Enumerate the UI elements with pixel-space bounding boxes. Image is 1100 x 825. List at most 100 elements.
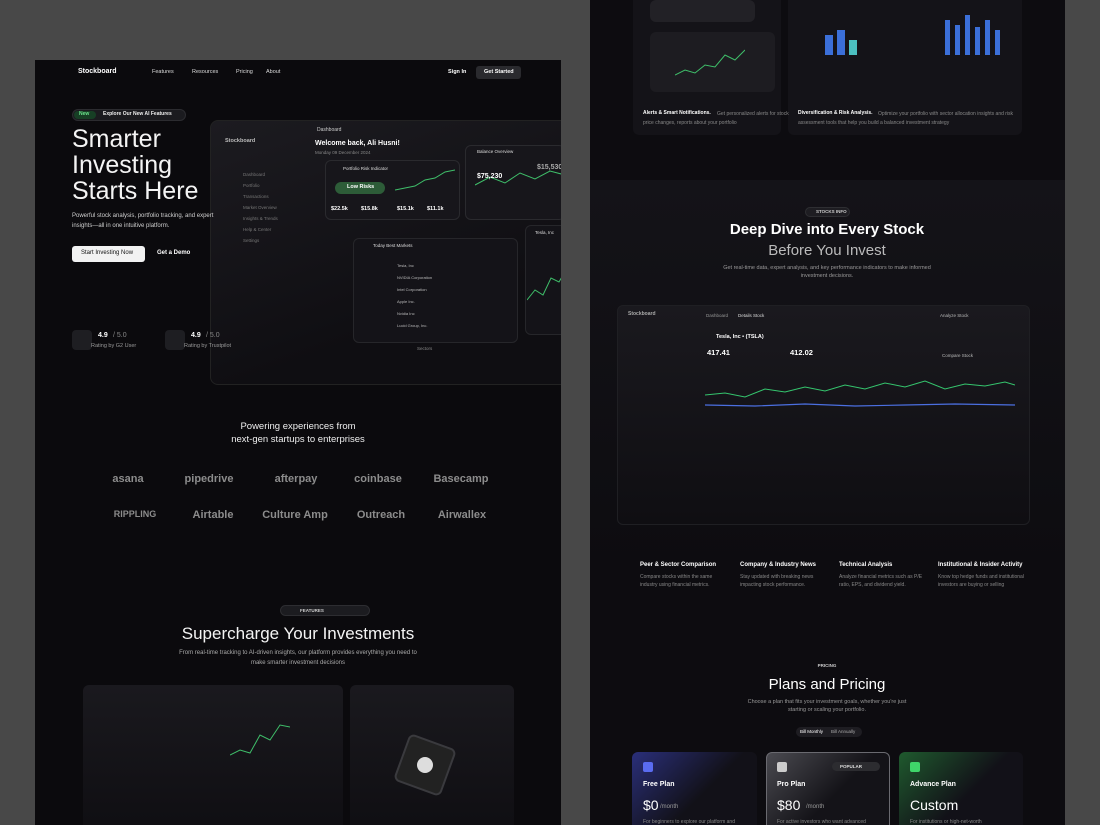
nav-link: Resources [192, 69, 219, 75]
dash-menu-item: Transactions [243, 194, 269, 199]
pricing-description: Choose a plan that fits your investment … [747, 699, 907, 713]
stocks-subtitle: Before You Invest [768, 242, 886, 259]
partners-heading: Powering experiences from [240, 421, 356, 432]
free-icon [643, 762, 653, 772]
risk-value: $22.5k [331, 206, 348, 212]
stocks-badge [805, 207, 850, 217]
market-name: Tesla, Inc [397, 263, 414, 268]
nav-link: Features [152, 69, 174, 75]
stock-feature-text: Compare stocks within the same industry … [640, 574, 713, 588]
hero-title: Investing [72, 151, 173, 179]
landing-right: Alerts & Smart Notifications. Get persona… [590, 0, 1065, 825]
risk-title: Portfolio Risk Indicator [343, 166, 389, 171]
compare-button: Compare Stock [942, 353, 974, 358]
risk-value: $15.8k [361, 206, 378, 212]
sector-bars [825, 15, 1000, 55]
side-sparkline [527, 277, 561, 301]
dash-menu-item: Insights & Trends [243, 216, 278, 221]
cta-label: Get Started [484, 69, 514, 75]
market-name: Apple Inc. [397, 299, 415, 304]
stock-lines [705, 380, 1015, 407]
stock-feature-title: Institutional & Insider Activity [938, 562, 1023, 568]
balance-value: $75,230 [477, 173, 503, 180]
balance-title: Balance Overview [477, 149, 514, 154]
rating-score: 4.9 [191, 332, 201, 339]
stock-feature-title: Company & Industry News [740, 562, 817, 568]
mock-brand: Stockboard [628, 311, 656, 317]
rating-source: Rating by G2 User [91, 343, 137, 349]
mock-price: 412.02 [790, 348, 813, 357]
dash-page: Dashboard [317, 127, 342, 133]
badge-tag: New [79, 111, 90, 117]
dash-greeting: Welcome back, Ali Husni! [315, 140, 400, 147]
card-sparkline [230, 724, 290, 756]
features-description: From real-time tracking to AI-driven ins… [179, 650, 417, 666]
nav-link: About [266, 69, 281, 75]
risk-level: Low Risks [347, 184, 375, 190]
partner-logo: Airtable [192, 509, 234, 521]
sign-in: Sign In [448, 69, 467, 75]
stock-feature-title: Peer & Sector Comparison [640, 562, 717, 568]
pro-icon [777, 762, 787, 772]
pricing-title: Plans and Pricing [768, 676, 886, 693]
stocks-description: Get real-time data, expert analysis, and… [723, 265, 931, 279]
partner-logo: Basecamp [433, 473, 489, 485]
chip-knob [417, 757, 433, 773]
balance-value: $15,530 [537, 164, 561, 171]
plan-tag: POPULAR [840, 764, 863, 769]
dash-menu-item: Portfolio [243, 183, 260, 188]
plan-name: Advance Plan [910, 781, 956, 788]
plan-text: For institutions or high-net-worth [910, 819, 982, 825]
hero-description: Powerful stock analysis, portfolio track… [72, 213, 214, 229]
primary-button[interactable] [72, 246, 145, 262]
risk-sparkline [395, 169, 455, 191]
trustpilot-icon [165, 330, 185, 350]
dash-menu-item: Market Overview [243, 205, 277, 210]
partner-logo: coinbase [354, 473, 402, 485]
market-name: Lucid Group, Inc. [397, 323, 428, 328]
landing-left: Stockboard Features Resources Pricing About S… [35, 60, 561, 825]
toggle-option: Bill Annually [831, 729, 856, 734]
risk-value: $11.1k [427, 206, 444, 212]
partner-logo: afterpay [274, 473, 318, 485]
partners-heading: next-gen startups to enterprises [231, 434, 365, 445]
logo: Stockboard [78, 68, 117, 75]
sectors-title: Sectors [417, 346, 433, 351]
badge[interactable] [72, 109, 186, 121]
stocks-title: Deep Dive into Every Stock [729, 221, 925, 238]
alert-chart-card [650, 32, 775, 92]
badge-text: Explore Our New AI Features [103, 111, 172, 117]
features-badge-label: FEATURES [300, 608, 324, 613]
primary-button-label: Start Investing Now [81, 250, 134, 256]
plan-period: /month [660, 804, 679, 810]
nav-link: Pricing [236, 69, 253, 75]
mock-price: 417.41 [707, 348, 730, 357]
stocks-badge-label: STOCKS INFO [816, 209, 847, 214]
rating-scale: / 5.0 [206, 332, 220, 339]
stock-feature-text: Analyze financial metrics such as P/E ra… [839, 574, 923, 588]
dash-menu-item: Settings [243, 238, 260, 243]
analyze-button: Analyze Stock [940, 313, 969, 318]
feature-card-text: Get personalized alerts for stock price … [643, 111, 789, 126]
advance-icon [910, 762, 920, 772]
partner-logo: RIPPLING [113, 509, 157, 519]
toggle-option: Bill Monthly [800, 729, 824, 734]
plan-price: $0 [643, 797, 659, 813]
hero-title: Starts Here [72, 177, 199, 205]
breadcrumb: Details Stock [738, 313, 765, 318]
markets-card [353, 238, 518, 343]
stock-feature-text: Know top hedge funds and institutional i… [938, 574, 1024, 588]
dash-brand: Stockboard [225, 138, 256, 144]
partner-logo: Outreach [356, 509, 406, 521]
partner-logo: pipedrive [184, 473, 234, 485]
hero-title: Smarter [72, 125, 161, 153]
popular-tag [832, 762, 880, 771]
billing-toggle[interactable] [796, 727, 862, 737]
feature-card-1 [83, 685, 343, 825]
partner-logo: Airwallex [437, 509, 487, 521]
rating-score: 4.9 [98, 332, 108, 339]
mock-stock: Tesla, Inc • (TSLA) [716, 334, 764, 340]
cta-button[interactable] [476, 66, 521, 79]
